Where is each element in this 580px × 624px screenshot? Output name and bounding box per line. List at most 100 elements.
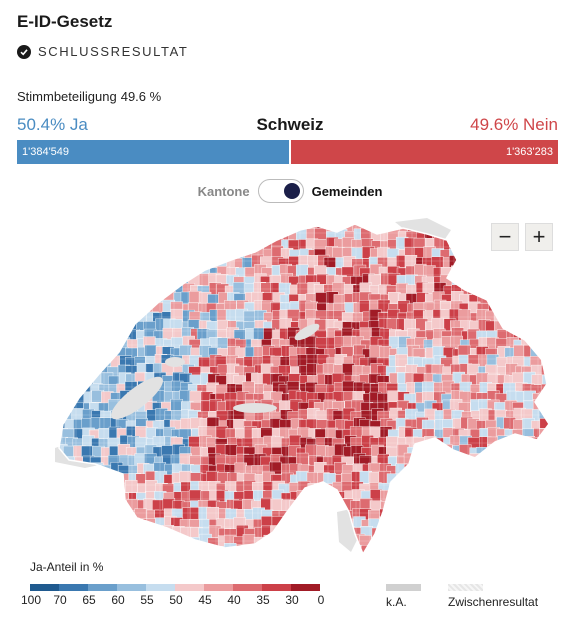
- municipality[interactable]: [55, 492, 68, 506]
- toggle-municipalities[interactable]: Gemeinden: [311, 183, 383, 199]
- municipality[interactable]: [522, 282, 535, 295]
- municipality[interactable]: [101, 491, 115, 504]
- municipality[interactable]: [244, 236, 257, 250]
- municipality[interactable]: [477, 498, 490, 512]
- municipality[interactable]: [74, 338, 88, 352]
- municipality[interactable]: [279, 553, 292, 557]
- municipality[interactable]: [118, 555, 130, 557]
- municipality[interactable]: [64, 212, 78, 225]
- municipality[interactable]: [74, 274, 87, 287]
- municipality[interactable]: [407, 552, 420, 557]
- municipality[interactable]: [118, 310, 132, 324]
- municipality[interactable]: [389, 482, 402, 496]
- municipality[interactable]: [90, 536, 103, 549]
- municipality[interactable]: [72, 545, 85, 557]
- municipality[interactable]: [126, 535, 139, 548]
- municipality[interactable]: [55, 303, 68, 316]
- municipality[interactable]: [540, 282, 553, 296]
- municipality[interactable]: [107, 518, 121, 531]
- municipality[interactable]: [136, 294, 149, 307]
- municipality[interactable]: [315, 501, 329, 514]
- municipality[interactable]: [236, 553, 249, 557]
- municipality[interactable]: [226, 222, 239, 235]
- municipality[interactable]: [57, 212, 69, 223]
- municipality[interactable]: [181, 263, 195, 277]
- municipality[interactable]: [434, 492, 447, 505]
- municipality[interactable]: [83, 516, 96, 529]
- municipality[interactable]: [108, 293, 122, 307]
- municipality[interactable]: [484, 464, 498, 477]
- municipality[interactable]: [434, 212, 446, 223]
- municipality[interactable]: [477, 509, 491, 522]
- municipality[interactable]: [173, 228, 187, 241]
- municipality[interactable]: [533, 499, 546, 512]
- municipality[interactable]: [324, 553, 338, 557]
- municipality[interactable]: [531, 337, 544, 351]
- municipality[interactable]: [72, 553, 85, 557]
- municipality[interactable]: [496, 282, 510, 295]
- municipality[interactable]: [416, 483, 430, 496]
- municipality[interactable]: [209, 546, 223, 557]
- municipality[interactable]: [405, 517, 419, 530]
- municipality[interactable]: [471, 212, 483, 223]
- municipality[interactable]: [506, 257, 519, 271]
- municipality[interactable]: [115, 507, 129, 520]
- municipality[interactable]: [55, 536, 67, 550]
- municipality[interactable]: [128, 291, 141, 304]
- municipality[interactable]: [181, 248, 195, 261]
- municipality[interactable]: [71, 227, 84, 241]
- municipality[interactable]: [370, 212, 382, 223]
- municipality[interactable]: [93, 555, 105, 557]
- municipality[interactable]: [254, 221, 267, 234]
- municipality[interactable]: [279, 528, 292, 541]
- municipality[interactable]: [424, 462, 437, 475]
- municipality[interactable]: [73, 365, 86, 379]
- municipality[interactable]: [119, 545, 133, 557]
- municipality[interactable]: [322, 537, 336, 550]
- municipality[interactable]: [487, 239, 500, 253]
- municipality[interactable]: [61, 391, 75, 404]
- municipality[interactable]: [81, 256, 94, 270]
- municipality[interactable]: [540, 248, 553, 262]
- municipality[interactable]: [551, 507, 555, 519]
- municipality[interactable]: [488, 214, 501, 227]
- municipality[interactable]: [108, 500, 121, 513]
- municipality[interactable]: [144, 258, 157, 271]
- municipality[interactable]: [196, 229, 210, 243]
- municipality[interactable]: [497, 555, 509, 557]
- municipality[interactable]: [155, 228, 168, 241]
- municipality[interactable]: [80, 285, 94, 299]
- municipality[interactable]: [118, 285, 132, 298]
- municipality[interactable]: [62, 375, 76, 388]
- municipality[interactable]: [551, 418, 555, 430]
- municipality[interactable]: [91, 489, 104, 502]
- municipality[interactable]: [55, 237, 66, 251]
- municipality[interactable]: [298, 536, 312, 549]
- municipality[interactable]: [82, 355, 96, 369]
- municipality[interactable]: [505, 229, 519, 243]
- municipality[interactable]: [524, 483, 537, 496]
- municipality[interactable]: [468, 265, 481, 279]
- municipality[interactable]: [169, 552, 183, 557]
- municipality[interactable]: [98, 319, 111, 332]
- municipality[interactable]: [191, 228, 205, 242]
- municipality[interactable]: [244, 545, 258, 557]
- municipality[interactable]: [451, 501, 464, 514]
- municipality[interactable]: [55, 246, 66, 259]
- municipality[interactable]: [80, 472, 93, 486]
- municipality[interactable]: [144, 213, 157, 226]
- municipality[interactable]: [208, 249, 221, 262]
- municipality[interactable]: [478, 274, 492, 287]
- municipality[interactable]: [548, 516, 555, 529]
- municipality[interactable]: [91, 274, 104, 287]
- municipality[interactable]: [225, 212, 237, 224]
- municipality[interactable]: [107, 526, 121, 539]
- municipality[interactable]: [551, 546, 555, 557]
- municipality[interactable]: [74, 263, 87, 277]
- municipality[interactable]: [288, 543, 301, 556]
- municipality[interactable]: [506, 480, 519, 493]
- municipality[interactable]: [100, 266, 113, 279]
- municipality[interactable]: [497, 489, 510, 503]
- municipality[interactable]: [63, 239, 76, 252]
- municipality[interactable]: [530, 453, 544, 466]
